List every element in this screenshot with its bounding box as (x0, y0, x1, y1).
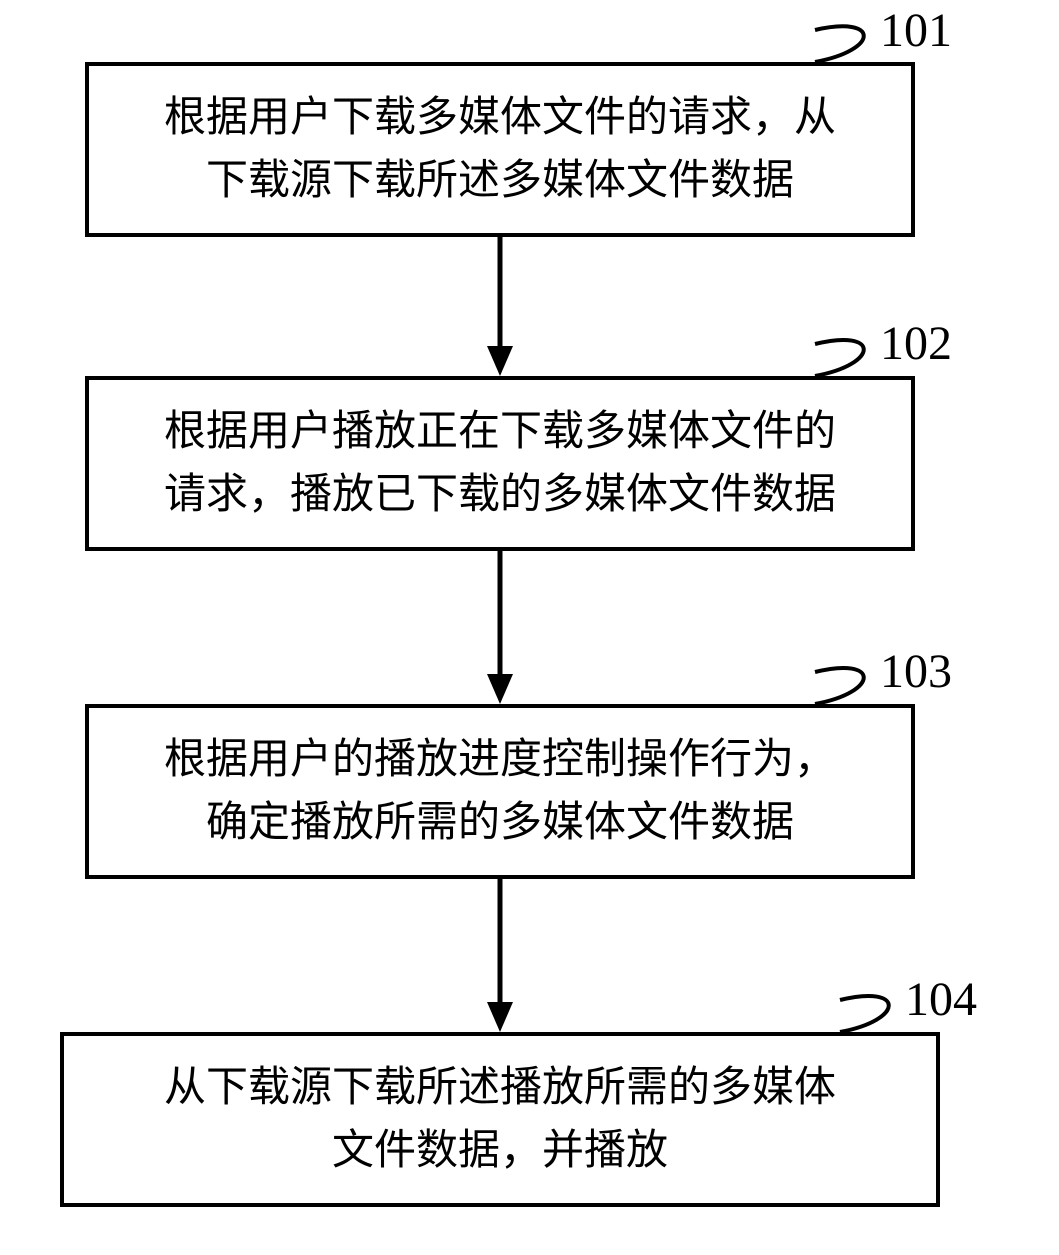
node-label: 102 (880, 316, 952, 371)
node-label: 103 (880, 644, 952, 699)
node-label: 101 (880, 3, 952, 58)
flowchart-node: 根据用户播放正在下载多媒体文件的 请求，播放已下载的多媒体文件数据 (85, 376, 915, 551)
node-text: 根据用户下载多媒体文件的请求，从 下载源下载所述多媒体文件数据 (164, 87, 836, 213)
node-label: 104 (905, 972, 977, 1027)
flowchart-node: 根据用户下载多媒体文件的请求，从 下载源下载所述多媒体文件数据 (85, 62, 915, 237)
node-text: 根据用户播放正在下载多媒体文件的 请求，播放已下载的多媒体文件数据 (164, 401, 836, 527)
flowchart-node: 从下载源下载所述播放所需的多媒体 文件数据，并播放 (60, 1032, 940, 1207)
flowchart-canvas: 根据用户下载多媒体文件的请求，从 下载源下载所述多媒体文件数据 101 根据用户… (0, 0, 1059, 1255)
node-text: 从下载源下载所述播放所需的多媒体 文件数据，并播放 (164, 1057, 836, 1183)
flowchart-node: 根据用户的播放进度控制操作行为， 确定播放所需的多媒体文件数据 (85, 704, 915, 879)
node-text: 根据用户的播放进度控制操作行为， 确定播放所需的多媒体文件数据 (164, 729, 836, 855)
